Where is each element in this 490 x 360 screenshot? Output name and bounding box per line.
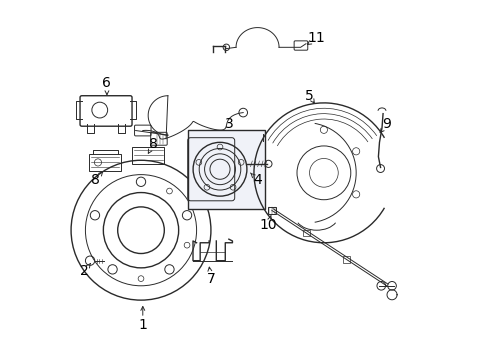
Text: 8: 8 [91,173,99,187]
Bar [303,230,310,236]
Text: 11: 11 [308,31,325,45]
Text: 5: 5 [305,89,314,103]
Text: 9: 9 [382,117,391,131]
Text: 2: 2 [80,265,89,278]
Text: 4: 4 [253,173,262,187]
Text: 7: 7 [207,271,215,285]
Text: 6: 6 [102,76,111,90]
Bar [89,154,122,171]
Bar [343,256,350,263]
Bar [268,207,276,214]
Bar [188,130,265,209]
Text: 1: 1 [138,318,147,332]
Text: 10: 10 [260,218,277,232]
Bar [132,147,164,164]
Text: 3: 3 [224,117,233,131]
Text: 8: 8 [149,137,158,151]
